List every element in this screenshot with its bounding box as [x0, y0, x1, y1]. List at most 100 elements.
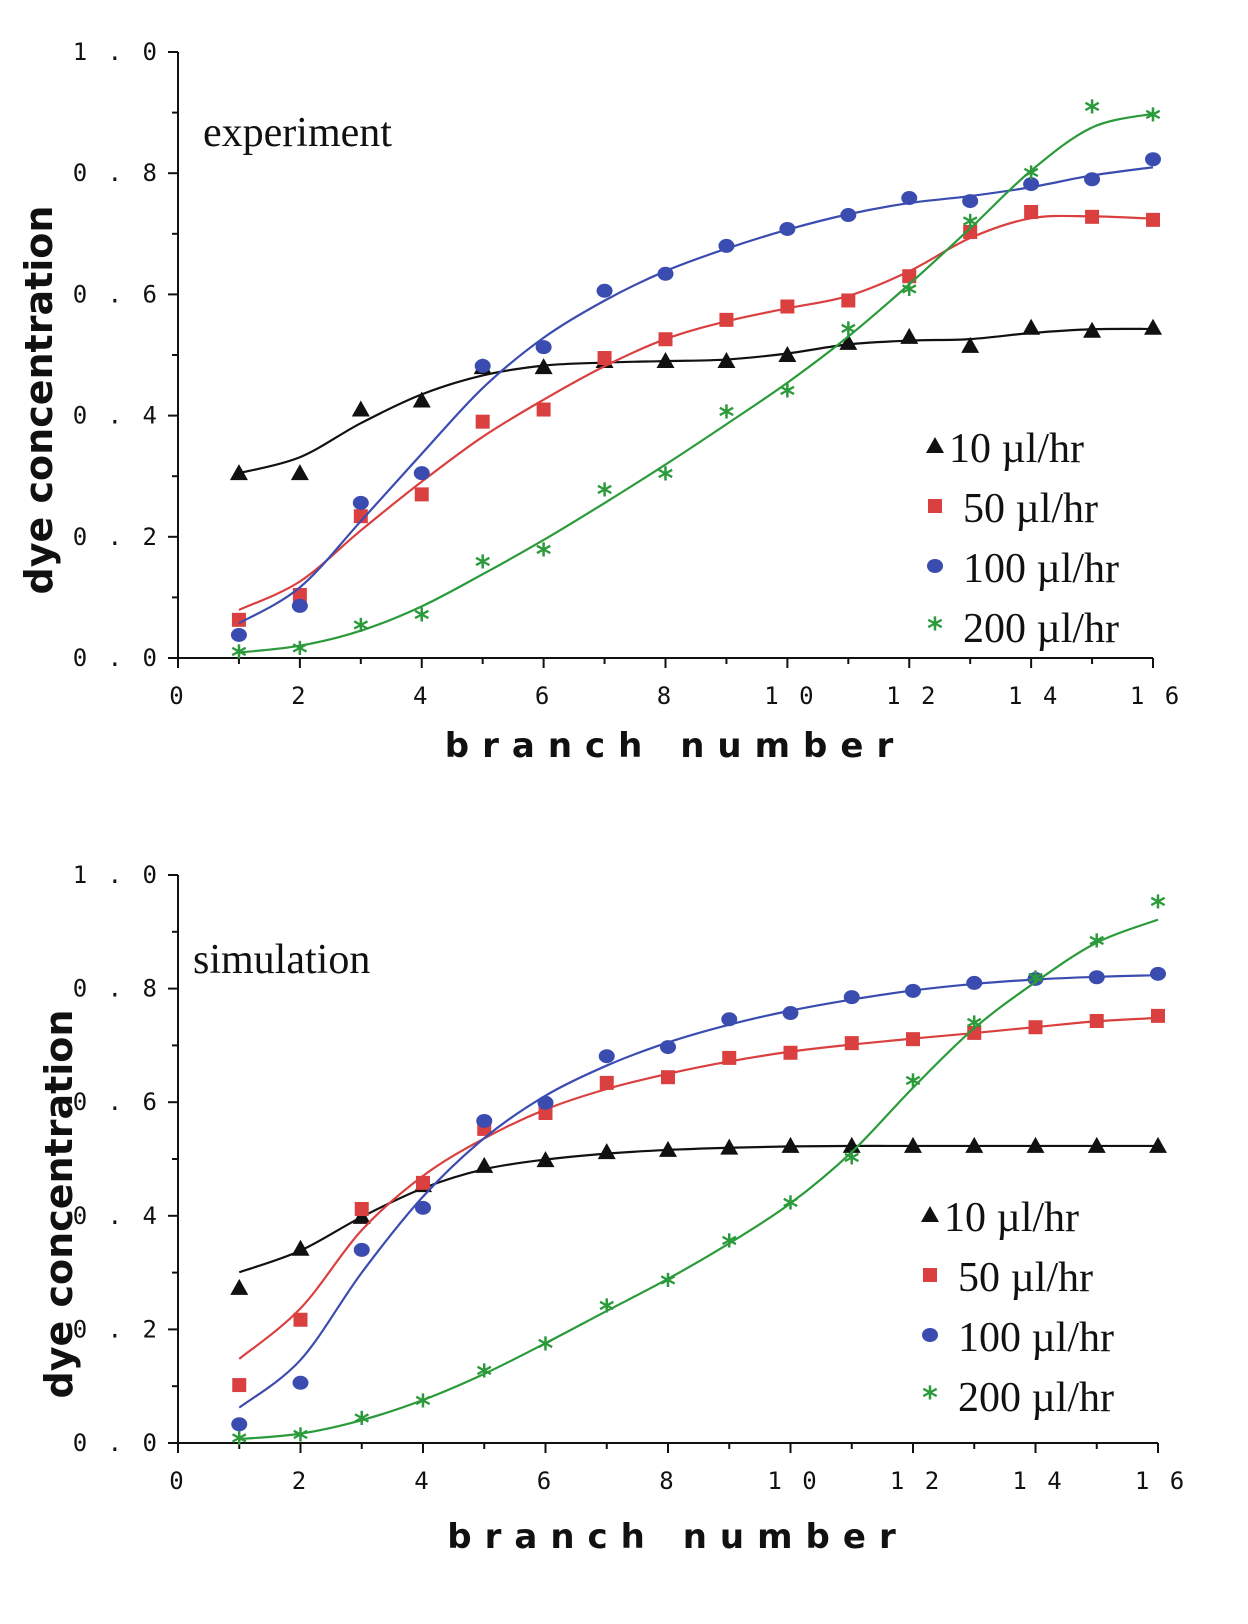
data-point [656, 352, 675, 369]
chart-title: experiment [203, 110, 392, 156]
data-point [538, 1105, 553, 1120]
data-point [1022, 318, 1041, 335]
data-point [413, 466, 430, 481]
data-point [1023, 177, 1040, 192]
series-square [231, 204, 1160, 627]
data-point [1084, 172, 1101, 187]
data-point [782, 1006, 799, 1021]
fit-curve [239, 918, 1159, 1441]
x-tick-label: 0 [169, 682, 186, 710]
series-square [232, 1008, 1165, 1393]
data-point [229, 464, 248, 481]
data-point: * [415, 1389, 431, 1424]
series-circle [230, 152, 1161, 642]
y-tick-label: 0 . 6 [73, 280, 160, 308]
data-point [781, 1136, 800, 1153]
data-point: * [1145, 103, 1161, 138]
data-point [414, 487, 429, 502]
data-point: * [536, 538, 552, 573]
data-point [598, 1049, 615, 1064]
x-tick-label: 1 2 [886, 682, 938, 710]
x-tick-label: 1 4 [1008, 682, 1060, 710]
legend-entry: 100 µl/hr [927, 546, 1119, 592]
data-point [840, 208, 857, 223]
x-tick-label: 1 6 [1135, 1467, 1187, 1495]
data-point [900, 327, 919, 344]
data-point: * [1028, 966, 1044, 1001]
data-point [901, 191, 918, 206]
data-point [1149, 1136, 1167, 1153]
data-point [416, 1175, 430, 1190]
data-point [599, 1075, 614, 1090]
fit-curve [238, 1144, 1158, 1274]
data-point [780, 299, 795, 314]
data-point: * [354, 1406, 370, 1441]
data-point: * [293, 1423, 309, 1458]
data-point: * [840, 317, 856, 352]
data-point [963, 224, 978, 239]
legend-entry: 50 µl/hr [928, 486, 1098, 532]
series-star: * * * * * * * * * * * * * * * * [231, 95, 1161, 675]
data-point [351, 400, 370, 417]
legend-marker [921, 1206, 939, 1222]
fit-curve [238, 327, 1154, 475]
y-tick-label: 1 . 0 [73, 861, 160, 889]
legend-label: 200 µl/hr [963, 606, 1119, 652]
legend-marker [923, 1268, 937, 1282]
series-star: * * * * * * * * * * * * * * * * [231, 890, 1166, 1462]
y-tick-label: 0 . 2 [73, 1315, 160, 1343]
x-tick-label: 1 0 [764, 682, 816, 710]
data-point [352, 495, 369, 510]
legend-label: 200 µl/hr [958, 1375, 1114, 1421]
data-point [230, 627, 247, 642]
experiment-chart: 0 . 0 0 . 2 0 . 4 0 . 6 0 . 8 1 . 0 0 2 4 6 8 1 0 1 … [17, 38, 1182, 766]
data-point [597, 351, 612, 366]
y-tick-label: 0 . 0 [73, 1429, 160, 1457]
data-point [661, 1070, 675, 1085]
data-point: * [231, 1427, 247, 1462]
y-tick-label: 1 . 0 [73, 38, 160, 66]
legend-marker [922, 1328, 938, 1342]
fit-curve [238, 214, 1154, 611]
data-point [291, 1239, 310, 1256]
x-tick-label: 2 [292, 1467, 309, 1495]
data-point [476, 1113, 493, 1128]
data-point [717, 352, 736, 369]
y-axis-label: dye concentration [37, 1010, 81, 1399]
data-point [292, 1375, 309, 1390]
legend-entry: 10 µl/hr [926, 426, 1084, 472]
data-point [722, 1050, 737, 1065]
data-point: * [1084, 95, 1100, 130]
x-axis-label: branch number [447, 1517, 908, 1557]
data-point: * [966, 1011, 982, 1046]
data-point [232, 1378, 247, 1393]
data-point [1146, 212, 1160, 227]
data-point [1085, 209, 1100, 224]
data-point: * [660, 1268, 676, 1303]
data-point: * [962, 209, 978, 244]
data-point [1145, 152, 1161, 167]
x-tick-label: 1 6 [1130, 682, 1182, 710]
data-point: * [1150, 890, 1166, 925]
data-point [721, 1012, 738, 1027]
data-point: * [292, 637, 308, 672]
legend-entry: * 200 µl/hr [922, 1375, 1114, 1421]
legend-entry: 100 µl/hr [922, 1315, 1114, 1361]
data-point [905, 983, 921, 998]
x-tick-label: 1 4 [1012, 1467, 1064, 1495]
data-point: * [599, 1294, 615, 1329]
data-point [783, 1045, 798, 1060]
data-point: * [1089, 929, 1105, 964]
data-point [536, 402, 551, 417]
x-tick-label: 8 [659, 1467, 676, 1495]
data-point: * [780, 379, 796, 414]
legend-label: 50 µl/hr [958, 1255, 1093, 1301]
data-point: * [414, 603, 430, 638]
data-point [778, 346, 797, 362]
data-point [718, 238, 735, 253]
legend-label: 10 µl/hr [949, 426, 1084, 472]
data-point: * [719, 400, 735, 435]
x-tick-label: 4 [414, 1467, 431, 1495]
data-point [1028, 1020, 1043, 1035]
x-tick-label: 1 0 [767, 1467, 819, 1495]
